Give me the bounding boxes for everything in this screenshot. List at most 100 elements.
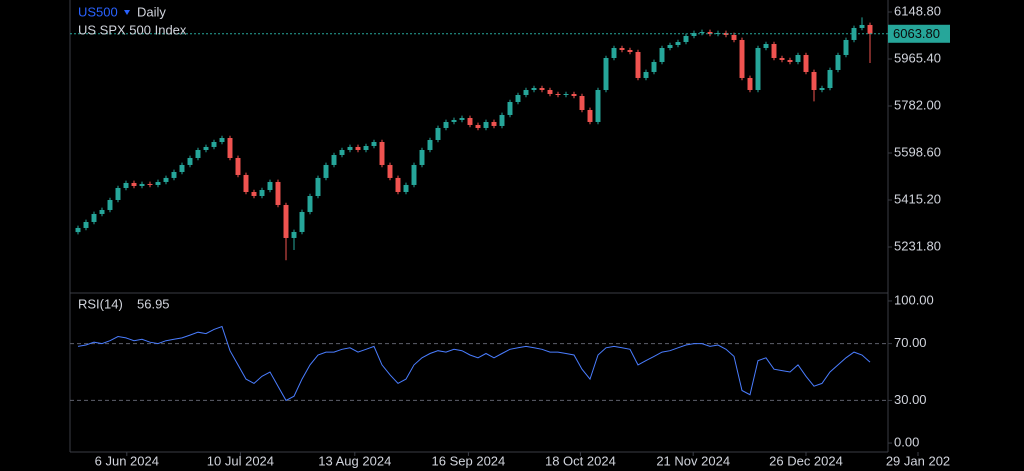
y-tick-label: 5415.20 bbox=[894, 191, 941, 206]
candle-body bbox=[75, 227, 81, 233]
candle-body bbox=[699, 31, 705, 33]
candle-body bbox=[347, 146, 353, 150]
candle-body bbox=[595, 90, 601, 122]
candle-body bbox=[155, 181, 161, 185]
candle-body bbox=[635, 51, 641, 78]
candle-body bbox=[291, 231, 297, 238]
candle-body bbox=[499, 114, 505, 126]
candle-body bbox=[659, 48, 665, 62]
candle-body bbox=[787, 59, 793, 62]
candle-body bbox=[363, 146, 369, 150]
candle-body bbox=[587, 109, 593, 122]
x-tick-label: 10 Jul 2024 bbox=[207, 453, 274, 468]
candle-body bbox=[507, 101, 513, 115]
y-tick-label: 5231.80 bbox=[894, 238, 941, 253]
indicator-title: RSI(14) bbox=[78, 296, 123, 311]
candle-body bbox=[339, 149, 345, 155]
candle-body bbox=[691, 32, 697, 36]
candle-body bbox=[579, 96, 585, 110]
candle-body bbox=[179, 164, 185, 172]
candle-body bbox=[331, 154, 337, 165]
candle-body bbox=[451, 119, 457, 122]
candle-body bbox=[491, 121, 497, 126]
candle-body bbox=[379, 142, 385, 165]
candle-body bbox=[139, 183, 145, 187]
candle-body bbox=[571, 94, 577, 97]
candle-body bbox=[83, 221, 89, 228]
candle-body bbox=[251, 192, 257, 196]
candle-body bbox=[275, 181, 281, 205]
candle-body bbox=[539, 88, 545, 91]
candle-body bbox=[411, 164, 417, 185]
interval: Daily bbox=[137, 4, 166, 19]
candle-body bbox=[467, 117, 473, 125]
candle-body bbox=[547, 90, 553, 95]
y-tick-label: 30.00 bbox=[894, 392, 927, 407]
candle-body bbox=[619, 48, 625, 50]
last-price-label: 6063.80 bbox=[893, 26, 940, 41]
candle-body bbox=[515, 95, 521, 102]
candle-body bbox=[811, 71, 817, 91]
candle-body bbox=[267, 181, 273, 191]
candle-body bbox=[163, 177, 169, 182]
candle-body bbox=[843, 39, 849, 55]
candle-body bbox=[795, 54, 801, 62]
candle-body bbox=[819, 88, 825, 91]
candle-body bbox=[283, 204, 289, 238]
y-tick-label: 70.00 bbox=[894, 335, 927, 350]
y-tick-label: 5598.60 bbox=[894, 144, 941, 159]
x-tick-label: 16 Sep 2024 bbox=[432, 453, 506, 468]
candle-body bbox=[395, 177, 401, 193]
plot-layer: 6148.80 5965.40 5782.00 5598.60 5415.20 5231.… bbox=[70, 3, 950, 468]
candle-body bbox=[523, 90, 529, 96]
candle-body bbox=[779, 57, 785, 60]
y-tick-label: 0.00 bbox=[894, 434, 919, 449]
candle-body bbox=[99, 209, 105, 214]
candle-body bbox=[171, 171, 177, 178]
candle-body bbox=[403, 184, 409, 193]
candle-body bbox=[627, 49, 633, 52]
candle-body bbox=[827, 69, 833, 89]
candle-body bbox=[227, 138, 233, 158]
candle-body bbox=[91, 213, 97, 222]
candle-body bbox=[315, 177, 321, 196]
instrument-name: US SPX 500 Index bbox=[78, 22, 187, 37]
candle-body bbox=[867, 24, 873, 34]
candle-body bbox=[531, 88, 537, 91]
candle-body bbox=[355, 146, 361, 150]
candle-body bbox=[219, 138, 225, 143]
candle-body bbox=[131, 182, 137, 187]
candle-body bbox=[755, 48, 761, 91]
candle-body bbox=[731, 34, 737, 40]
candle-body bbox=[763, 44, 769, 49]
x-tick-label: 18 Oct 2024 bbox=[545, 453, 616, 468]
candle-body bbox=[323, 164, 329, 178]
indicator-value: 56.95 bbox=[137, 296, 170, 311]
candle-body bbox=[259, 190, 265, 196]
candle-body bbox=[563, 94, 569, 96]
symbol-dropdown-icon[interactable] bbox=[124, 10, 130, 15]
candle-body bbox=[475, 124, 481, 128]
candle-body bbox=[115, 188, 121, 200]
y-tick-label: 5782.00 bbox=[894, 97, 941, 112]
candle-body bbox=[387, 164, 393, 178]
y-tick-label: 100.00 bbox=[894, 292, 934, 307]
candle-body bbox=[747, 77, 753, 91]
candle-body bbox=[307, 195, 313, 212]
x-tick-label: 6 Jun 2024 bbox=[95, 453, 159, 468]
symbol[interactable]: US500 bbox=[78, 4, 118, 19]
x-tick-label: 13 Aug 2024 bbox=[318, 453, 391, 468]
candle-body bbox=[859, 24, 865, 28]
candle-body bbox=[187, 157, 193, 165]
candle-body bbox=[419, 149, 425, 165]
candle-body bbox=[555, 94, 561, 96]
candle-body bbox=[483, 121, 489, 128]
candle-body bbox=[427, 140, 433, 150]
candle-body bbox=[123, 182, 129, 189]
candle-body bbox=[771, 44, 777, 58]
y-tick-label: 5965.40 bbox=[894, 50, 941, 65]
candle-body bbox=[243, 174, 249, 193]
candle-body bbox=[147, 183, 153, 185]
candle-body bbox=[371, 142, 377, 147]
